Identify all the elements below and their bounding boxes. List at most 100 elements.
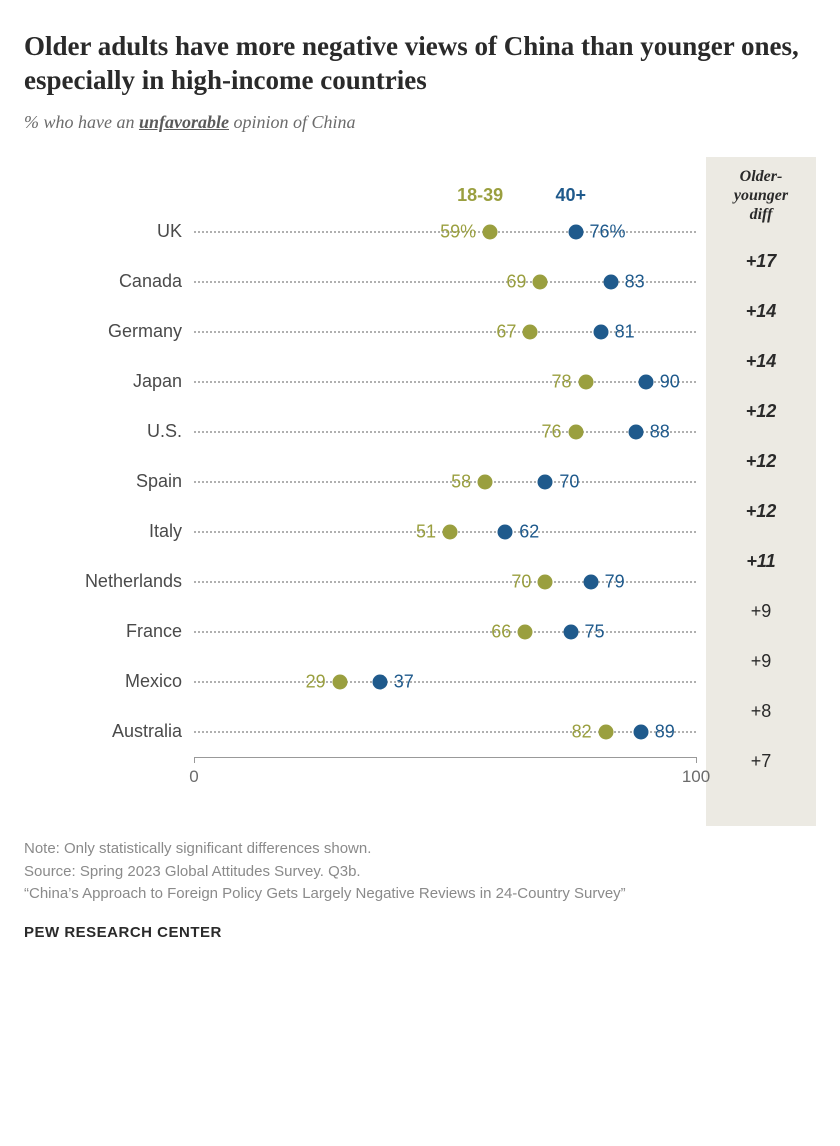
row-plot: 67 81 xyxy=(194,307,696,357)
younger-dot xyxy=(518,624,533,639)
diff-value: +14 xyxy=(706,286,816,336)
diff-value: +12 xyxy=(706,436,816,486)
diff-value: +9 xyxy=(706,586,816,636)
younger-value: 78 xyxy=(552,371,572,392)
diff-header-line: younger xyxy=(734,187,788,204)
older-dot xyxy=(638,374,653,389)
legend-younger: 18-39 xyxy=(457,185,503,206)
country-label: Mexico xyxy=(24,671,194,692)
younger-value: 66 xyxy=(491,621,511,642)
younger-dot xyxy=(523,324,538,339)
data-row: Italy5162 xyxy=(24,507,696,557)
row-plot: 59%76% xyxy=(194,207,696,257)
older-dot xyxy=(498,524,513,539)
diff-value: +9 xyxy=(706,636,816,686)
axis-line xyxy=(194,757,696,758)
row-plot: 5162 xyxy=(194,507,696,557)
dotted-guide xyxy=(194,681,696,683)
dotted-guide xyxy=(194,431,696,433)
diff-header-line: Older- xyxy=(740,168,783,185)
axis-tick-label: 0 xyxy=(189,767,198,787)
older-value: 88 xyxy=(650,421,670,442)
older-dot xyxy=(583,574,598,589)
data-row: Germany 67 81 xyxy=(24,307,696,357)
data-row: U.S. 76 88 xyxy=(24,407,696,457)
older-value: 79 xyxy=(605,571,625,592)
diff-column-header: Older- younger diff xyxy=(706,167,816,237)
row-plot: 76 88 xyxy=(194,407,696,457)
younger-dot xyxy=(332,674,347,689)
country-label: Germany xyxy=(24,321,194,342)
chart-container: 18-3940+ UK59%76%Canada6983Germany6781Ja… xyxy=(24,157,816,827)
diff-value: +12 xyxy=(706,386,816,436)
country-label: Italy xyxy=(24,521,194,542)
country-label: France xyxy=(24,621,194,642)
data-row: Spain 58 70 xyxy=(24,457,696,507)
data-row: Canada 69 83 xyxy=(24,257,696,307)
younger-value: 76 xyxy=(542,421,562,442)
younger-value: 58 xyxy=(451,471,471,492)
dotted-guide xyxy=(194,381,696,383)
diff-value: +7 xyxy=(706,736,816,786)
younger-value: 82 xyxy=(572,721,592,742)
younger-dot xyxy=(483,224,498,239)
older-value: 81 xyxy=(615,321,635,342)
row-plot: 66 75 xyxy=(194,607,696,657)
country-label: UK xyxy=(24,221,194,242)
data-row: Japan7890 xyxy=(24,357,696,407)
country-label: Australia xyxy=(24,721,194,742)
legend-row: 18-3940+ xyxy=(24,157,696,207)
row-plot: 2937 xyxy=(194,657,696,707)
younger-value: 70 xyxy=(511,571,531,592)
data-row: Mexico2937 xyxy=(24,657,696,707)
data-row: UK59%76% xyxy=(24,207,696,257)
subtitle-prefix: % who have an xyxy=(24,112,139,132)
chart-notes: Note: Only statistically significant dif… xyxy=(24,838,816,906)
dotted-guide xyxy=(194,481,696,483)
diff-value: +12 xyxy=(706,486,816,536)
diff-header-line: diff xyxy=(750,206,773,223)
older-dot xyxy=(563,624,578,639)
older-dot xyxy=(633,724,648,739)
younger-value: 59% xyxy=(440,221,476,242)
older-dot xyxy=(593,324,608,339)
younger-dot xyxy=(538,574,553,589)
younger-dot xyxy=(533,274,548,289)
note-line: “China’s Approach to Foreign Policy Gets… xyxy=(24,883,816,906)
younger-value: 69 xyxy=(506,271,526,292)
row-plot: 69 83 xyxy=(194,257,696,307)
diff-value: +17 xyxy=(706,236,816,286)
country-label: U.S. xyxy=(24,421,194,442)
chart-title: Older adults have more negative views of… xyxy=(24,30,816,98)
younger-dot xyxy=(598,724,613,739)
row-plot: 7890 xyxy=(194,357,696,407)
axis-tick xyxy=(194,757,195,763)
younger-dot xyxy=(443,524,458,539)
x-axis: 0100 xyxy=(24,757,696,807)
country-label: Japan xyxy=(24,371,194,392)
younger-value: 67 xyxy=(496,321,516,342)
younger-dot xyxy=(568,424,583,439)
older-value: 70 xyxy=(559,471,579,492)
younger-dot xyxy=(478,474,493,489)
country-label: Spain xyxy=(24,471,194,492)
data-row: France 66 75 xyxy=(24,607,696,657)
dotted-guide xyxy=(194,631,696,633)
row-plot: 70 79 xyxy=(194,557,696,607)
subtitle-underlined: unfavorable xyxy=(139,112,229,132)
source-attribution: PEW RESEARCH CENTER xyxy=(24,924,816,941)
diff-column: Older- younger diff +17+14+14+12+12+12+1… xyxy=(706,157,816,827)
row-plot: 82 89 xyxy=(194,707,696,757)
older-dot xyxy=(372,674,387,689)
subtitle-suffix: opinion of China xyxy=(229,112,356,132)
younger-value: 29 xyxy=(306,671,326,692)
older-value: 89 xyxy=(655,721,675,742)
dotted-guide xyxy=(194,731,696,733)
older-value: 75 xyxy=(585,621,605,642)
diff-value: +8 xyxy=(706,686,816,736)
older-dot xyxy=(568,224,583,239)
country-label: Canada xyxy=(24,271,194,292)
diff-value: +11 xyxy=(706,536,816,586)
older-value: 83 xyxy=(625,271,645,292)
country-label: Netherlands xyxy=(24,571,194,592)
